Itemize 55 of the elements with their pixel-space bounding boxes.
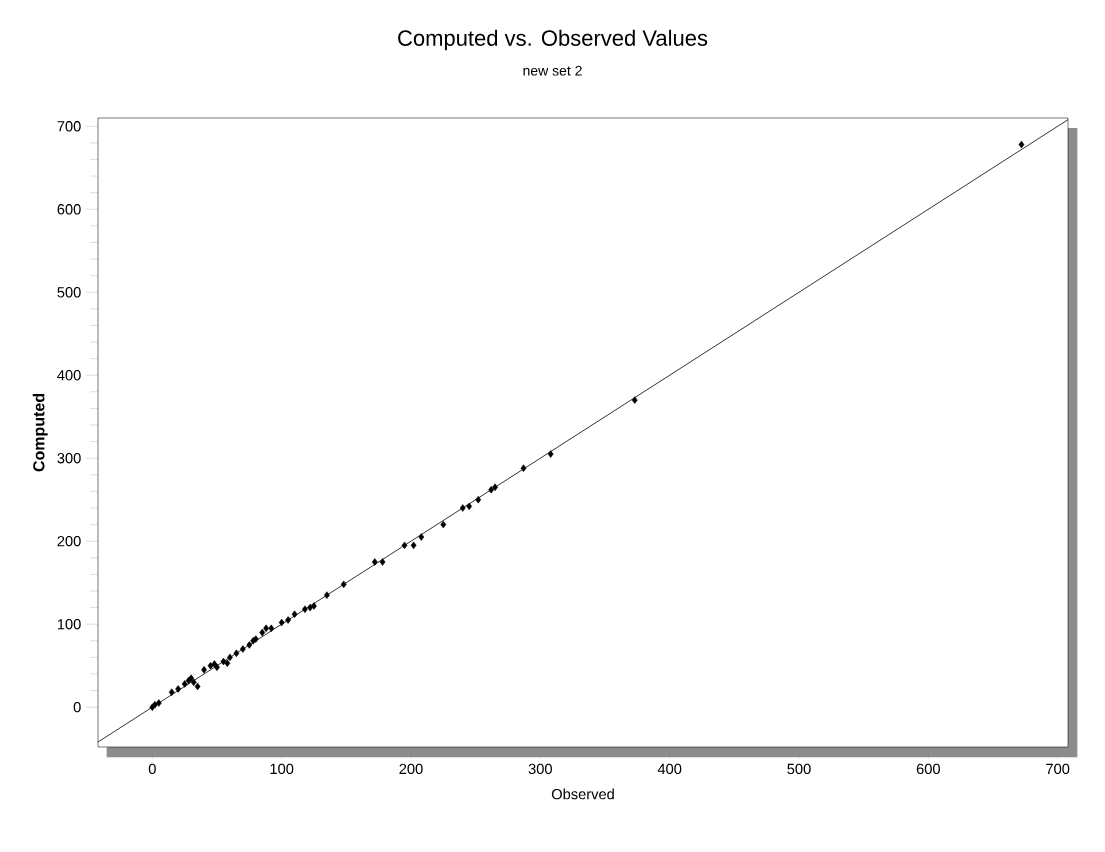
x-tick-label: 500 [787, 763, 811, 775]
x-tick-label: 300 [528, 763, 552, 775]
point [631, 396, 638, 404]
chart-title: Computed vs. Observed Values [398, 29, 708, 51]
point [547, 450, 554, 458]
point [268, 624, 275, 633]
point [340, 580, 347, 589]
point [224, 659, 231, 667]
point [440, 520, 447, 529]
y-tick-label: 100 [57, 619, 81, 630]
point [492, 483, 498, 491]
x-tick-label: 600 [916, 763, 940, 775]
point [520, 464, 527, 472]
point [190, 678, 197, 687]
point [155, 699, 162, 707]
point [201, 666, 207, 674]
x-tick-label: 200 [399, 763, 423, 775]
point [181, 680, 188, 688]
y-tick-label: 600 [57, 204, 81, 215]
y-tick-label: 0 [73, 701, 81, 713]
x-tick-label: 0 [148, 763, 156, 775]
x-tick-label: 100 [270, 763, 294, 775]
chart-subtitle: new set 2 [523, 65, 582, 76]
x-axis-title: Observed [551, 788, 614, 800]
point [379, 558, 386, 566]
point [278, 618, 285, 627]
point [259, 628, 266, 637]
point [466, 502, 473, 511]
y-tick-label: 200 [57, 536, 81, 547]
y-axis-title: Computed [32, 394, 48, 472]
point [175, 685, 182, 693]
point [418, 533, 425, 541]
point [324, 591, 330, 599]
point [1018, 140, 1025, 149]
point [246, 641, 253, 649]
point [302, 605, 308, 613]
point [475, 495, 482, 504]
point [371, 558, 378, 566]
point [285, 616, 291, 624]
point [291, 610, 298, 618]
point [311, 602, 317, 610]
point [401, 541, 408, 550]
y-tick-label: 400 [57, 370, 81, 381]
point [459, 504, 466, 512]
y-tick-label: 700 [57, 121, 81, 132]
point [239, 645, 246, 653]
point [233, 649, 240, 657]
point [194, 682, 201, 691]
point [488, 486, 495, 494]
y-tick-label: 500 [57, 287, 81, 298]
point [168, 688, 175, 696]
y-tick-label: 300 [57, 453, 81, 464]
point [410, 541, 417, 550]
x-tick-label: 700 [1046, 763, 1070, 775]
x-tick-label: 400 [657, 763, 682, 775]
